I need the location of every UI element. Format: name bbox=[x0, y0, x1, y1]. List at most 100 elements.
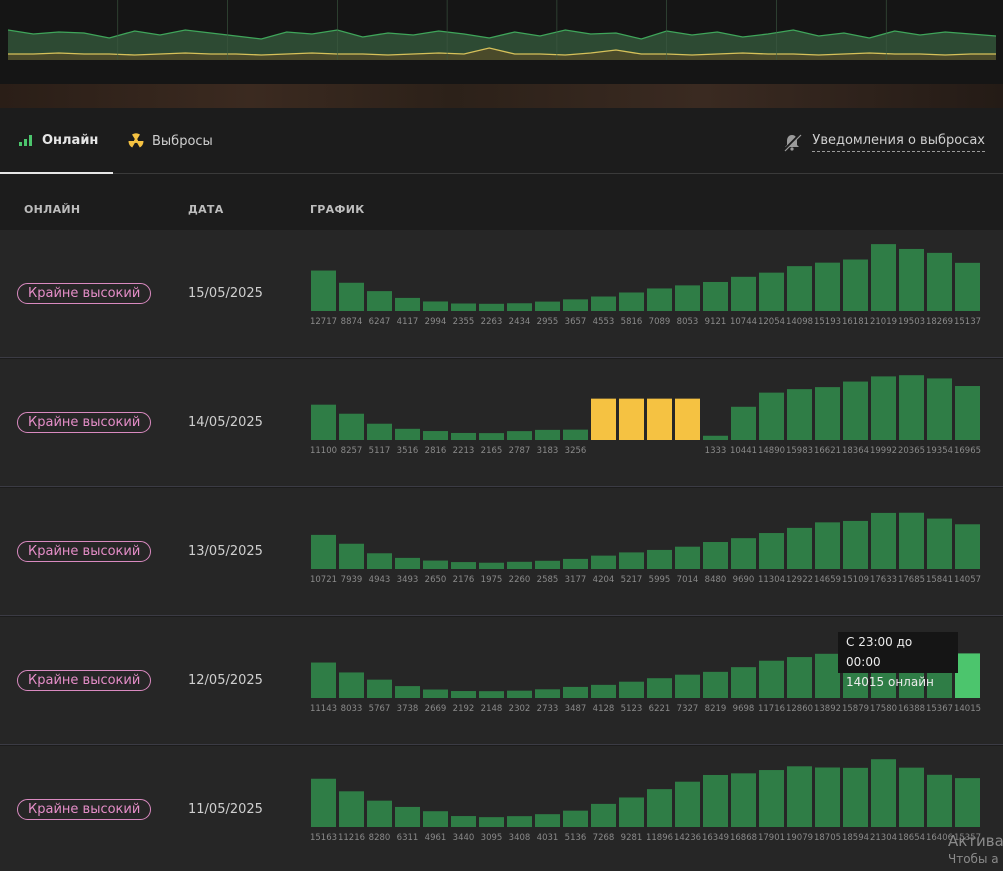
chart-bar-16[interactable] bbox=[759, 272, 784, 311]
chart-bar-18[interactable] bbox=[815, 387, 840, 440]
chart-bar-09[interactable] bbox=[563, 558, 588, 569]
chart-bar-19[interactable] bbox=[843, 259, 868, 311]
chart-bar-19[interactable] bbox=[843, 381, 868, 440]
chart-bar-04[interactable] bbox=[423, 811, 448, 827]
chart-bar-20[interactable] bbox=[871, 512, 896, 569]
chart-bar-12[interactable] bbox=[647, 789, 672, 827]
chart-bar-14[interactable] bbox=[703, 542, 728, 569]
chart-bar-10[interactable] bbox=[591, 555, 616, 569]
chart-bar-07[interactable] bbox=[507, 561, 532, 569]
chart-bar-07[interactable] bbox=[507, 816, 532, 827]
chart-bar-04[interactable] bbox=[423, 560, 448, 569]
chart-bar-01[interactable] bbox=[339, 672, 364, 698]
chart-bar-01[interactable] bbox=[339, 543, 364, 569]
tab-online[interactable]: Онлайн bbox=[0, 108, 113, 174]
chart-bar-22[interactable] bbox=[927, 518, 952, 569]
chart-bar-16[interactable] bbox=[759, 770, 784, 827]
chart-bar-11[interactable] bbox=[619, 681, 644, 698]
chart-bar-21[interactable] bbox=[899, 248, 924, 311]
chart-bar-12[interactable] bbox=[647, 398, 672, 440]
chart-bar-04[interactable] bbox=[423, 689, 448, 698]
chart-bar-09[interactable] bbox=[563, 686, 588, 698]
chart-bar-09[interactable] bbox=[563, 810, 588, 827]
chart-bar-02[interactable] bbox=[367, 291, 392, 311]
chart-bar-18[interactable] bbox=[815, 653, 840, 698]
chart-bar-16[interactable] bbox=[759, 660, 784, 698]
chart-bar-04[interactable] bbox=[423, 431, 448, 440]
chart-bar-11[interactable] bbox=[619, 797, 644, 827]
chart-bar-05[interactable] bbox=[451, 816, 476, 827]
chart-bar-06[interactable] bbox=[479, 562, 504, 569]
chart-bar-00[interactable] bbox=[311, 270, 336, 311]
chart-bar-17[interactable] bbox=[787, 766, 812, 827]
chart-bar-05[interactable] bbox=[451, 562, 476, 569]
chart-bar-12[interactable] bbox=[647, 288, 672, 311]
chart-bar-13[interactable] bbox=[675, 546, 700, 569]
chart-bar-15[interactable] bbox=[731, 773, 756, 827]
chart-bar-18[interactable] bbox=[815, 262, 840, 311]
chart-bar-06[interactable] bbox=[479, 817, 504, 827]
chart-bar-21[interactable] bbox=[899, 375, 924, 440]
chart-bar-10[interactable] bbox=[591, 684, 616, 698]
chart-bar-03[interactable] bbox=[395, 806, 420, 827]
chart-bar-02[interactable] bbox=[367, 679, 392, 698]
chart-bar-15[interactable] bbox=[731, 406, 756, 440]
chart-bar-08[interactable] bbox=[535, 560, 560, 569]
chart-bar-13[interactable] bbox=[675, 398, 700, 440]
chart-bar-14[interactable] bbox=[703, 774, 728, 827]
chart-bar-05[interactable] bbox=[451, 303, 476, 311]
chart-bar-11[interactable] bbox=[619, 292, 644, 311]
chart-bar-22[interactable] bbox=[927, 378, 952, 440]
chart-bar-01[interactable] bbox=[339, 791, 364, 827]
chart-bar-17[interactable] bbox=[787, 657, 812, 698]
chart-bar-16[interactable] bbox=[759, 533, 784, 569]
chart-bar-12[interactable] bbox=[647, 678, 672, 698]
chart-bar-03[interactable] bbox=[395, 428, 420, 440]
chart-bar-09[interactable] bbox=[563, 299, 588, 311]
emission-notifications-link[interactable]: Уведомления о выбросах bbox=[782, 132, 985, 152]
chart-bar-06[interactable] bbox=[479, 433, 504, 440]
chart-bar-00[interactable] bbox=[311, 662, 336, 698]
chart-bar-08[interactable] bbox=[535, 301, 560, 311]
chart-bar-20[interactable] bbox=[871, 376, 896, 440]
chart-bar-02[interactable] bbox=[367, 423, 392, 440]
tab-emissions[interactable]: Выбросы bbox=[128, 108, 213, 174]
chart-bar-14[interactable] bbox=[703, 281, 728, 311]
chart-bar-19[interactable] bbox=[843, 767, 868, 827]
chart-bar-00[interactable] bbox=[311, 404, 336, 440]
chart-bar-16[interactable] bbox=[759, 392, 784, 440]
chart-bar-03[interactable] bbox=[395, 297, 420, 311]
chart-bar-13[interactable] bbox=[675, 674, 700, 698]
chart-bar-00[interactable] bbox=[311, 778, 336, 827]
chart-bar-11[interactable] bbox=[619, 398, 644, 440]
chart-bar-19[interactable] bbox=[843, 520, 868, 569]
chart-bar-06[interactable] bbox=[479, 303, 504, 311]
chart-bar-17[interactable] bbox=[787, 389, 812, 440]
chart-bar-10[interactable] bbox=[591, 803, 616, 827]
chart-bar-23[interactable] bbox=[955, 262, 980, 311]
chart-bar-14[interactable] bbox=[703, 435, 728, 440]
chart-bar-13[interactable] bbox=[675, 285, 700, 311]
chart-bar-12[interactable] bbox=[647, 549, 672, 569]
chart-bar-11[interactable] bbox=[619, 552, 644, 569]
chart-bar-14[interactable] bbox=[703, 671, 728, 698]
chart-bar-18[interactable] bbox=[815, 522, 840, 569]
chart-bar-03[interactable] bbox=[395, 686, 420, 698]
chart-bar-23[interactable] bbox=[955, 778, 980, 827]
chart-bar-10[interactable] bbox=[591, 296, 616, 311]
chart-bar-13[interactable] bbox=[675, 781, 700, 827]
chart-bar-17[interactable] bbox=[787, 527, 812, 569]
chart-bar-21[interactable] bbox=[899, 512, 924, 569]
chart-bar-23[interactable] bbox=[955, 653, 980, 698]
chart-bar-15[interactable] bbox=[731, 667, 756, 698]
chart-bar-22[interactable] bbox=[927, 774, 952, 827]
chart-bar-08[interactable] bbox=[535, 429, 560, 440]
chart-bar-17[interactable] bbox=[787, 266, 812, 311]
chart-bar-01[interactable] bbox=[339, 282, 364, 311]
chart-bar-01[interactable] bbox=[339, 413, 364, 440]
chart-bar-07[interactable] bbox=[507, 690, 532, 698]
chart-bar-08[interactable] bbox=[535, 814, 560, 827]
chart-bar-10[interactable] bbox=[591, 398, 616, 440]
chart-bar-20[interactable] bbox=[871, 244, 896, 311]
chart-bar-04[interactable] bbox=[423, 301, 448, 311]
